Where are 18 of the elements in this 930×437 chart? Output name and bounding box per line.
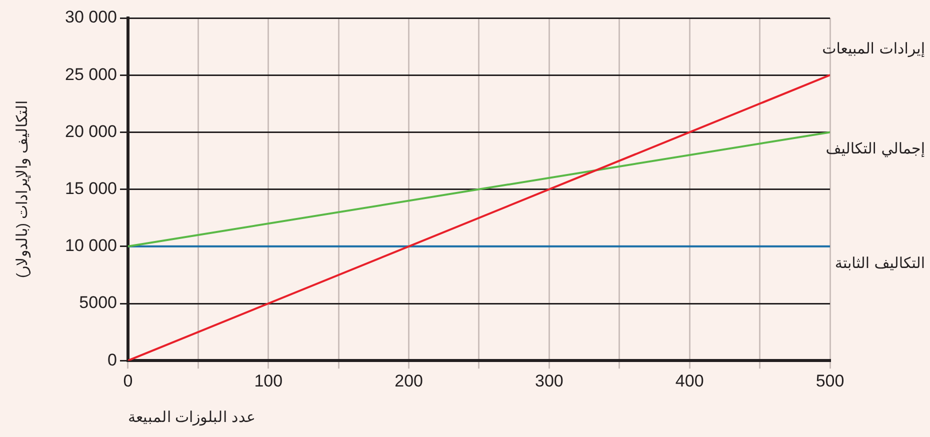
x-tick-label: 0 bbox=[123, 371, 133, 390]
x-tick-label: 100 bbox=[254, 371, 283, 390]
y-tick-label: 15 000 bbox=[64, 178, 117, 198]
y-tick-label: 5000 bbox=[79, 293, 117, 312]
x-tick-label: 300 bbox=[535, 371, 564, 390]
y-tick-label: 25 000 bbox=[64, 64, 117, 84]
y-tick-label: 30 000 bbox=[64, 8, 117, 27]
x-tick-label: 500 bbox=[816, 371, 844, 390]
series-label: التكاليف الثابتة bbox=[834, 254, 925, 272]
y-axis-title: التكاليف والإيرادات (بالدولار) bbox=[14, 100, 32, 278]
series-label: إيرادات المبيعات bbox=[822, 39, 925, 58]
y-tick-label: 10 000 bbox=[64, 236, 117, 256]
series-label: إجمالي التكاليف bbox=[826, 140, 925, 158]
x-tick-label: 200 bbox=[394, 371, 423, 390]
x-tick-label: 400 bbox=[675, 371, 704, 390]
y-tick-label: 0 bbox=[108, 350, 117, 370]
x-axis-title: عدد البلوزات المبيعة bbox=[128, 409, 256, 426]
y-tick-label: 20 000 bbox=[64, 122, 117, 141]
